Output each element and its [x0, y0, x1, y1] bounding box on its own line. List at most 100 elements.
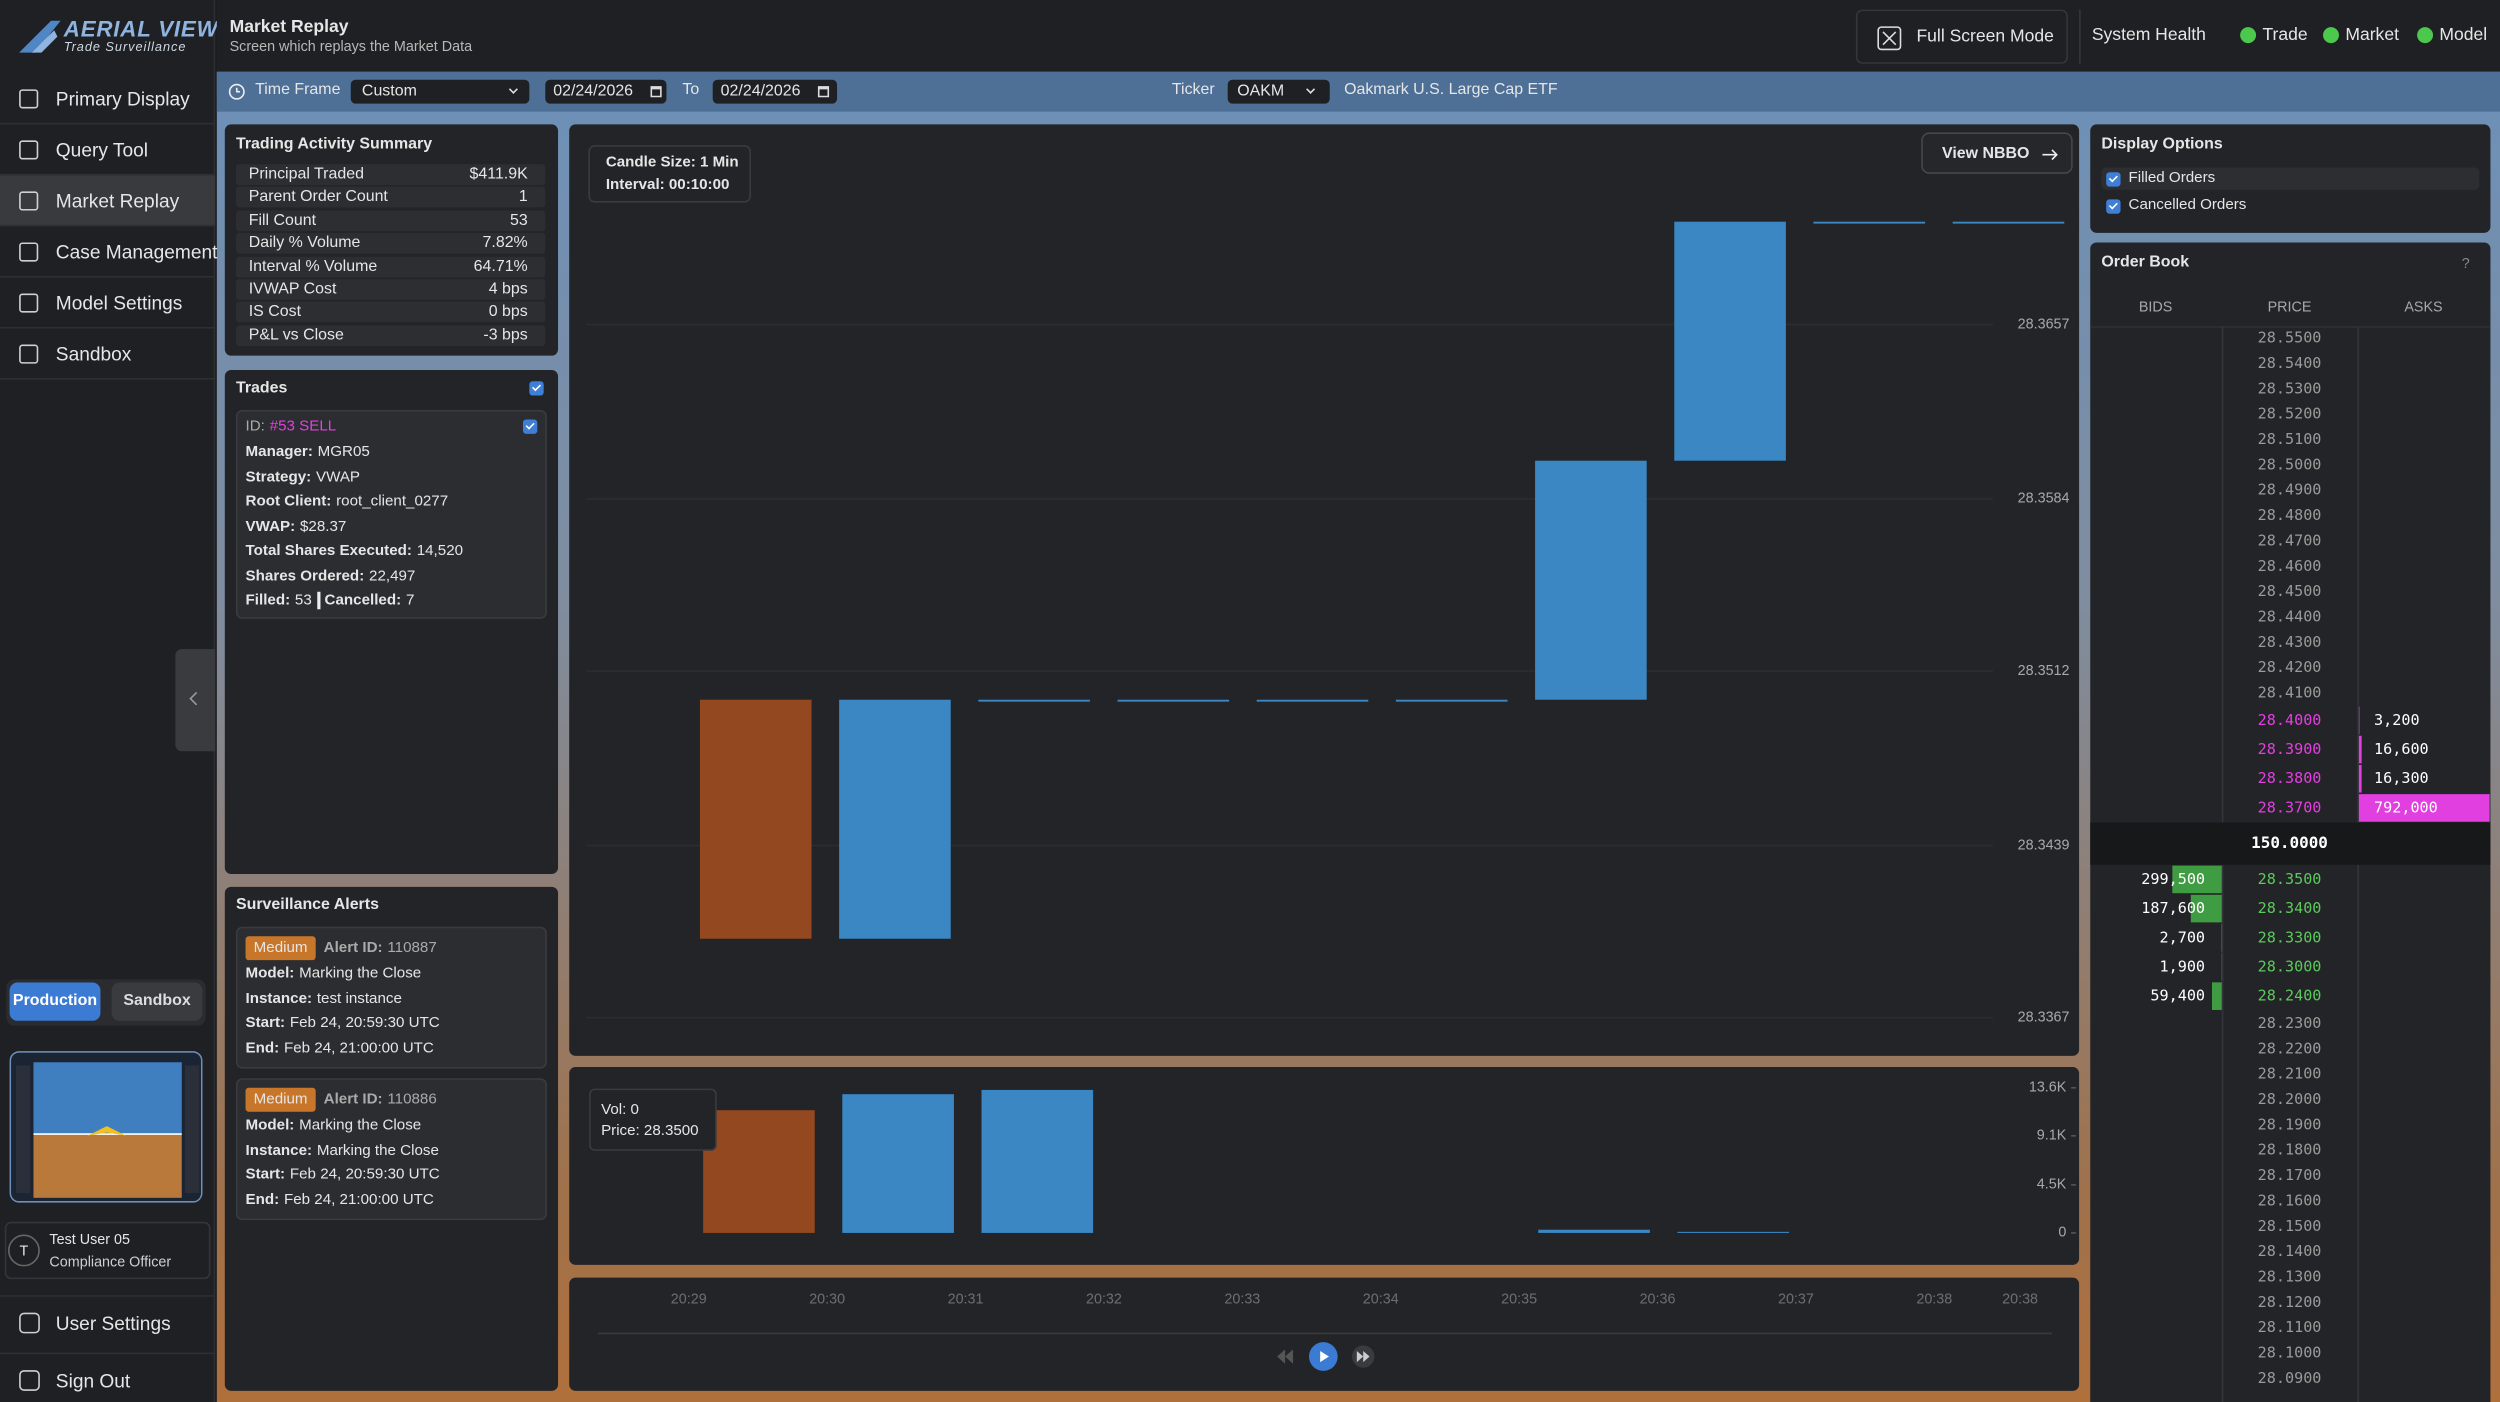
trade-id-line: ID: #53 SELL	[246, 418, 337, 437]
field-value: 14,520	[416, 542, 464, 560]
nav-item[interactable]	[0, 124, 216, 176]
sidebar-link-row[interactable]	[0, 1295, 216, 1351]
field-label: Instance:	[245, 989, 313, 1008]
page-subtitle: Screen which replays the Market Data	[229, 38, 473, 55]
order-book-help[interactable]: ?	[2461, 255, 2470, 272]
timeline-panel	[569, 1277, 2080, 1391]
trade-checkbox[interactable]	[522, 419, 538, 434]
health-label: Trade	[2262, 25, 2308, 45]
top-bar	[216, 0, 2500, 72]
view-nbbo-button[interactable]: View NBBO	[1921, 132, 2073, 174]
field-value: Feb 24, 21:00:00 UTC	[283, 1190, 434, 1209]
health-dot	[2240, 27, 2257, 44]
trade-card[interactable]	[235, 409, 547, 619]
order-book-title: Order Book	[2101, 253, 2190, 272]
link-icon	[19, 1370, 40, 1391]
ticker-select[interactable]: OAKM	[1227, 79, 1330, 104]
trade-field: Root Client: root_client_0277	[246, 493, 449, 512]
user-role: Compliance Officer	[49, 1253, 172, 1270]
nav-label: Query Tool	[55, 138, 148, 162]
field-value: $28.37	[299, 517, 347, 536]
health-dot	[2417, 27, 2434, 44]
summary-label: Fill Count	[248, 211, 317, 230]
user-card[interactable]	[4, 1221, 211, 1280]
trade-id-label: ID:	[245, 417, 265, 436]
ticker-name: Oakmark U.S. Large Cap ETF	[1344, 81, 1558, 99]
summary-label: P&L vs Close	[248, 326, 344, 345]
user-name: Test User 05	[49, 1231, 130, 1248]
environment-button[interactable]: Production	[9, 982, 101, 1021]
trade-field: Manager: MGR05	[246, 443, 370, 462]
health-label: Market	[2345, 25, 2399, 45]
volume-chart-panel	[569, 1067, 2080, 1265]
to-date[interactable]: 02/24/2026	[712, 79, 838, 104]
field-value: Feb 24, 20:59:30 UTC	[289, 1014, 440, 1032]
field-value: Marking the Close	[316, 1141, 439, 1159]
alert-id-label: Alert ID:	[323, 939, 383, 957]
from-date[interactable]: 02/24/2026	[545, 79, 667, 104]
alert-id: 110886	[387, 1090, 437, 1109]
collapse-tab[interactable]	[175, 649, 216, 752]
option-row	[2101, 167, 2480, 190]
cockpit-thumbnail	[9, 1051, 203, 1203]
nav-icon	[19, 191, 39, 211]
nav-label: Primary Display	[55, 87, 190, 111]
trade-field: Strategy: VWAP	[246, 468, 360, 487]
field-label: Strategy:	[245, 468, 312, 486]
link-icon	[19, 1312, 40, 1334]
health-dot	[2323, 27, 2339, 44]
alert-field: Model: Marking the Close	[246, 1116, 422, 1135]
field-value: Marking the Close	[299, 1116, 422, 1135]
nav-icon	[19, 344, 39, 364]
alert-field: Model: Marking the Close	[246, 965, 422, 984]
cancelled-label: Cancelled:	[324, 591, 402, 610]
summary-title: Trading Activity Summary	[235, 135, 433, 154]
nav-item[interactable]	[0, 278, 216, 329]
summary-value: 4 bps	[488, 280, 528, 299]
nav-label: Model Settings	[55, 291, 183, 315]
field-label: Model:	[245, 964, 295, 983]
link-label: Sign Out	[55, 1370, 131, 1393]
summary-row	[235, 210, 546, 231]
order-book-panel	[2090, 242, 2491, 1402]
summary-value: 53	[510, 211, 528, 230]
alert-id-label: Alert ID:	[323, 1090, 383, 1109]
fullscreen-button[interactable]: Full Screen Mode	[1855, 9, 2068, 64]
nav-item[interactable]	[0, 175, 216, 227]
field-label: Instance:	[245, 1141, 313, 1159]
environment-button[interactable]: Sandbox	[111, 982, 203, 1021]
alert-field: Start: Feb 24, 20:59:30 UTC	[246, 1014, 440, 1033]
field-value: VWAP	[315, 468, 361, 486]
sidebar-link-row[interactable]	[0, 1352, 216, 1402]
option-checkbox[interactable]	[2106, 198, 2121, 213]
time-frame-select[interactable]: Custom	[350, 79, 530, 104]
calendar-icon	[650, 86, 662, 98]
field-label: Manager:	[245, 443, 313, 461]
divider	[2079, 9, 2081, 64]
field-label: End:	[245, 1039, 280, 1057]
trade-field: VWAP: $28.37	[246, 518, 347, 537]
trades-checkbox[interactable]	[529, 381, 544, 396]
option-label: Cancelled Orders	[2128, 196, 2247, 214]
user-avatar: T	[7, 1234, 40, 1267]
alert-field: Start: Feb 24, 20:59:30 UTC	[246, 1166, 440, 1185]
field-label: Root Client:	[245, 492, 332, 511]
nav-icon	[19, 293, 39, 313]
nav-item[interactable]	[0, 226, 216, 278]
summary-row	[235, 279, 546, 300]
alert-field: End: Feb 24, 21:00:00 UTC	[246, 1039, 434, 1058]
field-label: Start:	[245, 1014, 286, 1032]
nav-item[interactable]	[0, 73, 216, 125]
field-label: Start:	[245, 1165, 286, 1184]
option-label: Filled Orders	[2128, 169, 2216, 187]
option-checkbox[interactable]	[2106, 171, 2121, 186]
nav-item[interactable]	[0, 329, 216, 380]
summary-value: $411.9K	[469, 165, 528, 184]
calendar-icon	[817, 86, 830, 98]
fullscreen-icon	[1877, 26, 1902, 51]
to-label: To	[682, 81, 700, 99]
alert-field: Instance: Marking the Close	[246, 1141, 439, 1160]
link-label: User Settings	[55, 1312, 171, 1336]
field-label: End:	[245, 1190, 280, 1209]
